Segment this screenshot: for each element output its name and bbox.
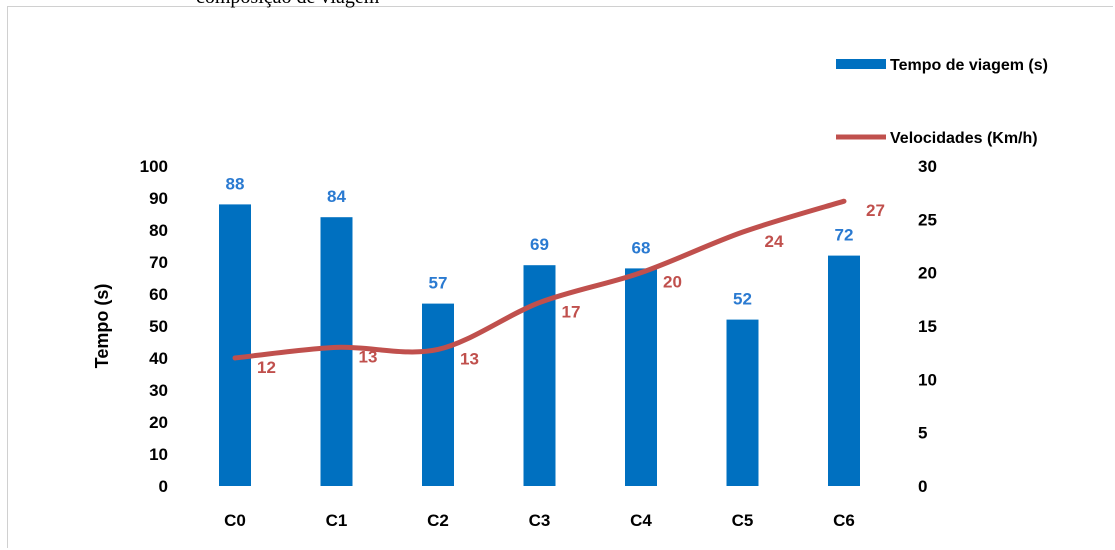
line-data-label: 27	[866, 201, 885, 220]
right-tick-label: 25	[918, 210, 937, 229]
x-tick-label: C5	[732, 511, 754, 530]
x-tick-label: C6	[833, 511, 855, 530]
left-tick-label: 60	[149, 285, 168, 304]
left-tick-label: 100	[140, 157, 168, 176]
bar	[320, 217, 353, 486]
left-tick-label: 50	[149, 317, 168, 336]
line-data-label: 17	[562, 303, 581, 322]
bar-data-label: 68	[632, 238, 651, 257]
y-axis-title: Tempo (s)	[92, 284, 112, 369]
x-tick-label: C0	[224, 511, 246, 530]
right-tick-label: 30	[918, 157, 937, 176]
line-data-label: 24	[765, 232, 784, 251]
x-tick-label: C3	[529, 511, 551, 530]
line-data-label: 13	[460, 349, 479, 368]
legend-swatch-bars	[836, 59, 886, 69]
line-data-label: 12	[257, 358, 276, 377]
legend-label-bars: Tempo de viagem (s)	[890, 57, 1048, 74]
line-series	[232, 198, 847, 361]
right-axis-ticks: 0 5 10 15 20 25 30	[918, 157, 937, 496]
line-data-label: 20	[663, 273, 682, 292]
x-tick-label: C2	[427, 511, 449, 530]
left-tick-label: 70	[149, 253, 168, 272]
bar	[219, 204, 251, 486]
bar-data-labels: 88 84 57 69 68 52 72	[226, 174, 854, 308]
bar-data-label: 72	[835, 226, 854, 245]
chart-frame	[7, 6, 1113, 548]
right-tick-label: 15	[918, 317, 937, 336]
bar-data-label: 69	[530, 235, 549, 254]
top-caption: composição de viagem	[196, 0, 379, 9]
bar-data-label: 52	[733, 290, 752, 309]
left-tick-label: 40	[149, 349, 168, 368]
legend: Tempo de viagem (s) Velocidades (Km/h)	[836, 57, 1048, 147]
left-axis-ticks: 0 10 20 30 40 50 60 70 80 90 100	[140, 157, 168, 496]
right-tick-label: 5	[918, 424, 927, 443]
x-tick-label: C4	[630, 511, 652, 530]
line-data-label: 13	[359, 347, 378, 366]
velocity-line	[232, 198, 847, 361]
right-tick-label: 0	[918, 477, 927, 496]
x-tick-label: C1	[326, 511, 348, 530]
left-tick-label: 10	[149, 445, 168, 464]
left-tick-label: 0	[159, 477, 168, 496]
bar	[422, 303, 454, 486]
line-data-labels: 12 13 13 17 20 24 27	[257, 201, 885, 377]
bar-data-label: 57	[429, 274, 448, 293]
x-axis-ticks: C0 C1 C2 C3 C4 C5 C6	[224, 511, 855, 530]
bar	[625, 268, 657, 486]
legend-label-line: Velocidades (Km/h)	[890, 130, 1038, 147]
right-tick-label: 20	[918, 264, 937, 283]
bar-data-label: 88	[226, 174, 245, 193]
left-tick-label: 30	[149, 381, 168, 400]
bar-data-label: 84	[327, 187, 346, 206]
right-tick-label: 10	[918, 370, 937, 389]
left-tick-label: 20	[149, 413, 168, 432]
bar	[828, 255, 860, 486]
left-tick-label: 90	[149, 189, 168, 208]
left-tick-label: 80	[149, 221, 168, 240]
bar	[726, 319, 759, 486]
